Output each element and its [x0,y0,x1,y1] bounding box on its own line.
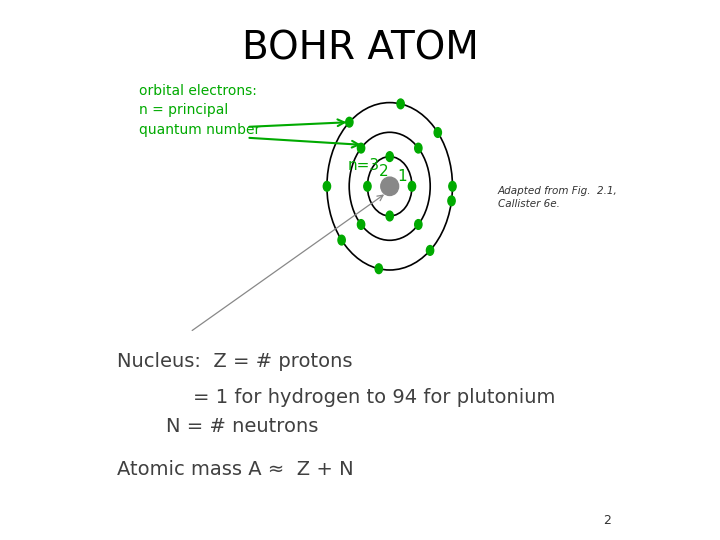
Ellipse shape [408,181,415,191]
Text: BOHR ATOM: BOHR ATOM [242,30,478,68]
Ellipse shape [338,235,346,245]
Ellipse shape [357,220,365,229]
Ellipse shape [323,181,330,191]
Ellipse shape [415,143,422,153]
Text: Adapted from Fig.  2.1,
Callister 6e.: Adapted from Fig. 2.1, Callister 6e. [498,186,618,208]
Text: Nucleus:  Z = # protons: Nucleus: Z = # protons [117,352,353,372]
Ellipse shape [375,264,382,274]
Ellipse shape [397,99,404,109]
Ellipse shape [449,181,456,191]
Text: 1: 1 [397,169,407,184]
Ellipse shape [426,246,433,255]
Text: = 1 for hydrogen to 94 for plutonium: = 1 for hydrogen to 94 for plutonium [193,388,555,408]
Ellipse shape [386,152,393,161]
Text: n=3: n=3 [347,158,379,173]
Text: 2: 2 [603,514,611,526]
Ellipse shape [415,220,422,229]
Ellipse shape [357,143,365,153]
Ellipse shape [386,211,393,221]
Text: Atomic mass A ≈  Z + N: Atomic mass A ≈ Z + N [117,460,354,480]
Text: 2: 2 [379,164,388,179]
Ellipse shape [434,127,441,137]
Text: orbital electrons:
n = principal
quantum number: orbital electrons: n = principal quantum… [138,84,260,137]
Ellipse shape [448,196,455,206]
Text: N = # neutrons: N = # neutrons [166,417,318,436]
Ellipse shape [346,117,353,127]
Ellipse shape [381,177,399,195]
Ellipse shape [364,181,371,191]
